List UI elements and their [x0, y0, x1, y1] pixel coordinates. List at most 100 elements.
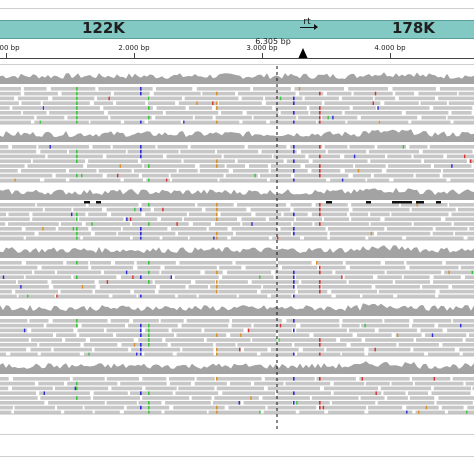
mismatch-mark [402, 145, 405, 149]
read-segment [322, 115, 358, 120]
read-segment [412, 323, 435, 328]
read-segment [413, 154, 444, 159]
mismatch-mark [216, 217, 218, 221]
read-segment [32, 159, 86, 163]
mismatch-mark [140, 154, 142, 159]
ruler-tick [262, 53, 263, 58]
read-segment [87, 164, 143, 168]
read-segment [0, 377, 9, 381]
read-segment [442, 173, 474, 178]
read-segment [411, 120, 451, 125]
read-segment [361, 323, 410, 328]
read-segment [12, 106, 44, 110]
read-segment [210, 285, 262, 289]
mismatch-mark [140, 333, 142, 337]
sample-track[interactable] [0, 245, 474, 299]
read-segment [91, 265, 134, 270]
read-segment [297, 289, 328, 294]
mismatch-mark [216, 280, 218, 284]
read-segment [227, 270, 272, 275]
read-segment [368, 149, 419, 154]
read-segment [267, 386, 320, 391]
read-segment [91, 227, 121, 231]
read-segment [326, 347, 365, 352]
mismatch-mark [72, 227, 75, 231]
read-segment [0, 154, 46, 159]
sample-track[interactable] [0, 303, 474, 357]
read-segment [261, 149, 297, 154]
mismatch-mark [27, 294, 29, 299]
read-segment [0, 338, 29, 342]
read-segment [311, 212, 348, 217]
mismatch-mark [140, 236, 142, 241]
read-segment [395, 280, 431, 284]
read-segment [408, 391, 428, 395]
read-segment [144, 352, 173, 357]
mismatch-mark [129, 217, 132, 221]
mismatch-mark [216, 285, 218, 289]
mismatch-mark [76, 91, 78, 96]
read-segment [259, 173, 292, 178]
read-segment [94, 347, 129, 352]
mismatch-mark [148, 280, 150, 284]
read-segment [111, 212, 142, 217]
mismatch-mark [140, 149, 142, 154]
gene-label-right[interactable]: 178K [392, 19, 435, 37]
read-segment [116, 101, 146, 105]
mismatch-mark [81, 173, 83, 178]
sample-track[interactable] [0, 129, 474, 183]
read-segment [29, 319, 49, 323]
read-segment [161, 270, 201, 275]
read-segment [324, 386, 378, 391]
mismatch-mark [293, 96, 295, 101]
mismatch-mark [319, 352, 321, 357]
mismatch-mark [71, 212, 73, 217]
read-segment [311, 396, 359, 400]
read-segment [189, 236, 228, 241]
sample-track[interactable] [0, 72, 474, 125]
read-segment [84, 352, 142, 357]
mismatch-mark [372, 101, 374, 105]
read-segment [79, 333, 114, 337]
read-segment [116, 333, 174, 337]
mismatch-mark [319, 106, 321, 110]
read-segment [299, 410, 325, 415]
read-segment [344, 169, 382, 173]
read-segment [275, 275, 294, 279]
read-segment [44, 178, 66, 183]
read-segment [145, 386, 177, 391]
read-segment [316, 377, 356, 381]
sample-track[interactable] [0, 361, 474, 415]
read-segment [352, 173, 372, 178]
gene-label-left[interactable]: 122K [82, 19, 125, 37]
read-segment [176, 352, 214, 357]
read-segment [300, 323, 340, 328]
mismatch-mark [76, 173, 78, 178]
sample-track[interactable] [0, 187, 474, 241]
mismatch-mark [76, 227, 78, 231]
mismatch-mark [216, 289, 218, 294]
mismatch-mark [319, 405, 321, 410]
read-segment [147, 101, 176, 105]
read-segment [446, 154, 474, 159]
read-segment [51, 280, 95, 284]
read-segment [56, 294, 109, 299]
read-segment [442, 343, 474, 347]
read-segment [386, 270, 442, 275]
read-segment [293, 294, 332, 299]
read-segment [309, 106, 350, 110]
mismatch-mark [332, 115, 334, 120]
read-segment [295, 401, 330, 405]
mismatch-mark [76, 261, 78, 265]
read-segment [93, 101, 114, 105]
read-segment [222, 275, 274, 279]
read-segment [177, 294, 197, 299]
read-segment [0, 169, 18, 173]
mismatch-mark [431, 333, 434, 337]
mismatch-mark [319, 115, 321, 120]
gene-track-band[interactable] [0, 20, 474, 39]
read-segment [324, 145, 348, 149]
mismatch-mark [293, 319, 295, 323]
position-marker-icon[interactable] [298, 48, 308, 59]
